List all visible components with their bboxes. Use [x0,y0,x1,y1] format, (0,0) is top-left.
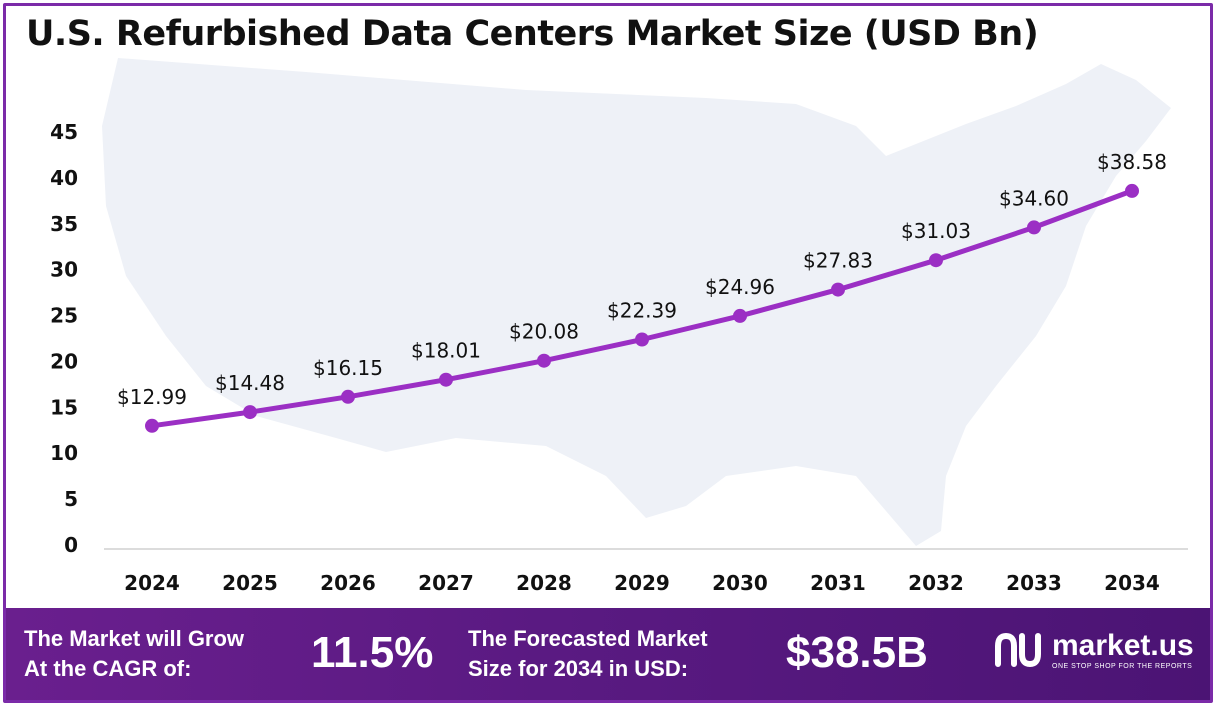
x-tick-label: 2024 [124,571,180,595]
y-tick-label: 35 [50,212,78,236]
data-label: $27.83 [803,249,873,273]
data-label: $14.48 [215,371,285,395]
data-label: $24.96 [705,275,775,299]
data-point [831,282,845,297]
data-label: $20.08 [509,320,579,344]
data-point [929,253,943,268]
y-tick-label: 10 [50,441,78,465]
data-point [733,308,747,323]
data-label: $34.60 [999,186,1069,210]
x-tick-label: 2025 [222,571,278,595]
data-points [145,183,1139,433]
data-point [145,418,159,433]
forecast-label-line1: The Forecasted Market [468,626,708,651]
data-label: $12.99 [117,385,187,409]
data-label: $22.39 [607,299,677,323]
brand-logo-icon [995,632,1041,668]
cagr-label-line1: The Market will Grow [24,626,245,651]
data-point [243,405,257,420]
brand-logo: market.us ONE STOP SHOP FOR THE REPORTS [992,630,1194,670]
data-point [1125,183,1139,198]
y-tick-label: 25 [50,304,78,328]
data-point [635,332,649,347]
y-tick-label: 0 [64,533,78,557]
x-axis-ticks: 2024 2025 2026 2027 2028 2029 2030 2031 2032 2033… [124,571,1160,595]
y-tick-label: 45 [50,120,78,144]
x-tick-label: 2028 [516,571,572,595]
forecast-label-line2: Size for 2034 in USD: [468,656,689,681]
chart-frame: U.S. Refurbished Data Centers Market Siz… [3,3,1213,703]
y-axis-ticks: 0 5 10 15 20 25 30 35 40 45 [50,120,78,557]
brand-name: market.us [1052,628,1194,662]
data-label: $38.58 [1097,150,1167,174]
y-tick-label: 40 [50,166,78,190]
brand-tagline: ONE STOP SHOP FOR THE REPORTS [1052,662,1193,670]
x-tick-label: 2033 [1006,571,1062,595]
y-tick-label: 5 [64,487,78,511]
cagr-label: The Market will Grow At the CAGR of: [24,624,244,684]
data-point [439,372,453,387]
footer-banner: The Market will Grow At the CAGR of: 11.… [6,608,1210,700]
chart-title: U.S. Refurbished Data Centers Market Siz… [26,14,1039,54]
data-point [341,389,355,404]
y-tick-label: 15 [50,395,78,419]
data-label: $31.03 [901,219,971,243]
cagr-label-line2: At the CAGR of: [24,656,192,681]
data-point [537,353,551,368]
x-tick-label: 2030 [712,571,768,595]
cagr-value: 11.5% [311,628,434,677]
y-tick-label: 20 [50,349,78,373]
x-tick-label: 2029 [614,571,670,595]
x-tick-label: 2032 [908,571,964,595]
us-map-silhouette [102,58,1171,546]
x-tick-label: 2034 [1104,571,1160,595]
forecast-value: $38.5B [786,628,928,677]
data-labels: $12.99 $14.48 $16.15 $18.01 $20.08 $22.39 $24.… [117,150,1167,409]
y-tick-label: 30 [50,258,78,282]
x-tick-label: 2027 [418,571,474,595]
data-label: $18.01 [411,339,481,363]
forecast-label: The Forecasted Market Size for 2034 in U… [468,624,708,684]
x-tick-label: 2026 [320,571,376,595]
data-point [1027,220,1041,235]
data-label: $16.15 [313,356,383,380]
x-tick-label: 2031 [810,571,866,595]
